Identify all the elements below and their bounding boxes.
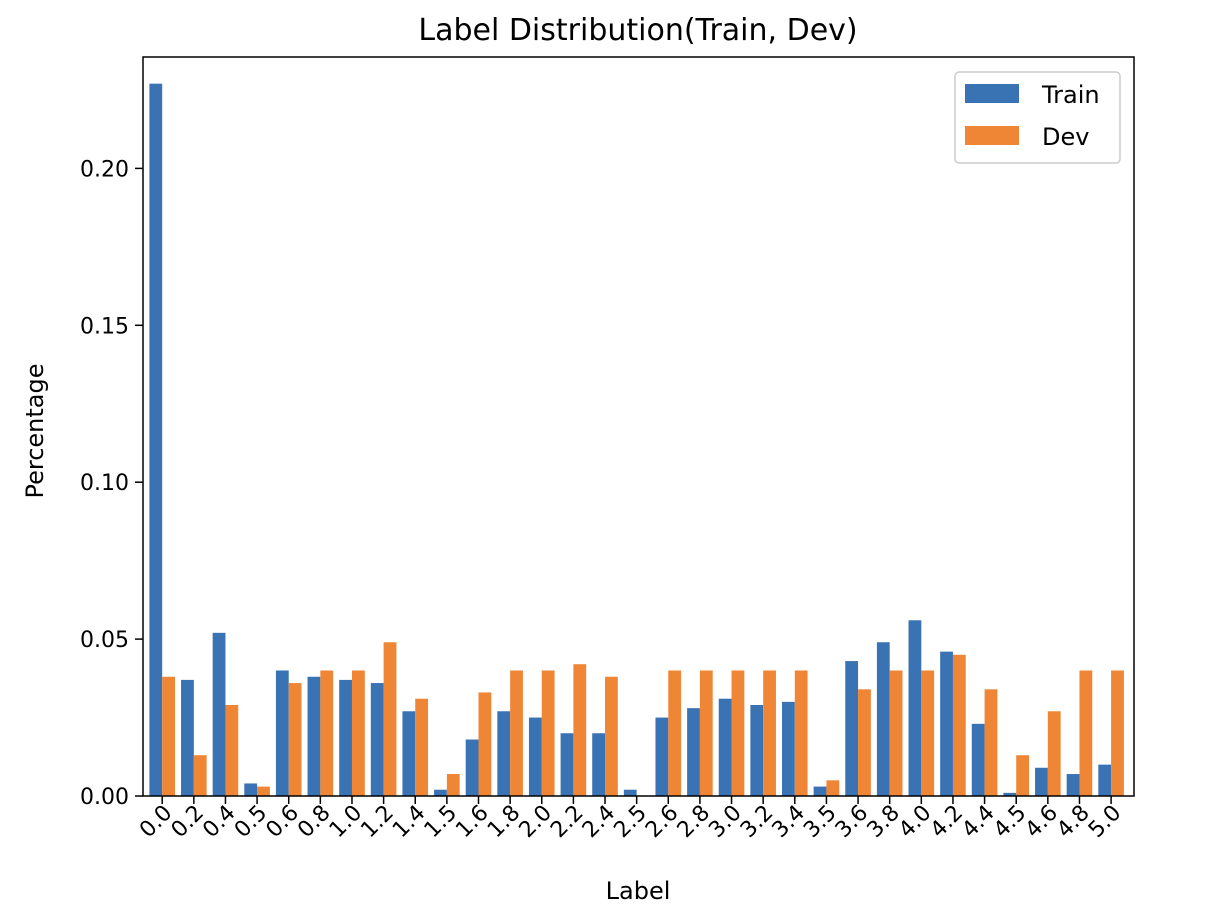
bar-train-2.4: [592, 733, 606, 796]
bar-train-1.8: [497, 711, 511, 796]
bar-dev-2.0: [541, 670, 555, 796]
bar-train-3.5: [813, 786, 827, 796]
bar-dev-2.6: [668, 670, 682, 796]
bar-train-4.8: [1066, 774, 1080, 796]
bar-dev-3.8: [889, 670, 903, 796]
bar-dev-0.5: [257, 786, 270, 796]
bar-dev-1.2: [383, 642, 397, 796]
bar-train-1.6: [465, 739, 479, 796]
y-tick-label: 0.05: [80, 628, 129, 653]
bar-dev-2.4: [605, 676, 618, 796]
bar-dev-0.0: [162, 676, 175, 796]
y-tick-label: 0.20: [80, 157, 129, 182]
x-tick-label: 5.0: [1084, 801, 1126, 843]
bar-train-0.4: [212, 632, 226, 796]
bar-train-0.6: [275, 670, 289, 796]
bar-dev-4.5: [1016, 755, 1030, 796]
bar-train-4.0: [908, 620, 922, 796]
y-tick-label: 0.15: [80, 314, 129, 339]
bar-train-0.0: [149, 83, 163, 797]
bar-train-1.4: [402, 711, 416, 796]
legend-label-dev: Dev: [1042, 123, 1089, 151]
bar-dev-2.8: [699, 670, 713, 796]
bar-train-0.8: [307, 676, 321, 796]
chart-title: Label Distribution(Train, Dev): [418, 13, 857, 48]
legend-swatch-train: [965, 84, 1019, 103]
bar-dev-1.0: [351, 670, 365, 796]
bar-dev-4.8: [1079, 670, 1093, 796]
bar-train-2.2: [560, 733, 574, 796]
bar-dev-3.5: [826, 780, 840, 796]
bar-train-2.8: [687, 708, 700, 796]
bar-train-2.5: [623, 789, 637, 796]
bar-dev-1.6: [478, 692, 492, 796]
bar-dev-1.5: [446, 774, 460, 796]
bar-train-1.0: [339, 679, 352, 796]
bar-dev-1.4: [415, 698, 429, 796]
bar-dev-3.0: [731, 670, 745, 796]
y-tick-label: 0.10: [80, 471, 129, 496]
bar-train-3.8: [876, 642, 890, 796]
bar-train-0.2: [181, 679, 194, 796]
bar-train-3.4: [782, 701, 795, 796]
bar-train-0.5: [244, 783, 258, 796]
bar-dev-4.0: [921, 670, 935, 796]
bar-train-3.0: [718, 698, 732, 796]
bar-dev-3.4: [794, 670, 808, 796]
bar-dev-0.6: [288, 683, 302, 796]
bar-train-4.5: [1003, 792, 1017, 796]
y-axis: 0.00 0.05 0.10 0.15 0.20: [80, 157, 143, 810]
bar-train-4.2: [940, 651, 953, 796]
bar-dev-0.2: [193, 755, 207, 796]
bar-dev-4.2: [952, 654, 966, 796]
bar-dev-1.8: [510, 670, 523, 796]
bar-dev-3.2: [763, 670, 776, 796]
bar-train-5.0: [1098, 764, 1112, 796]
x-axis: 0.00.20.40.50.60.81.01.21.41.51.61.82.02…: [135, 796, 1126, 843]
bars-group: [149, 83, 1124, 797]
bar-train-3.2: [750, 705, 764, 796]
bar-train-4.6: [1035, 767, 1048, 796]
legend-swatch-dev: [965, 126, 1019, 145]
bar-dev-0.8: [320, 670, 334, 796]
legend: Train Dev: [954, 71, 1121, 164]
bar-dev-3.6: [858, 689, 871, 796]
bar-dev-0.4: [225, 705, 239, 796]
bar-train-1.2: [370, 683, 384, 796]
legend-label-train: Train: [1041, 81, 1100, 109]
bar-dev-5.0: [1111, 670, 1124, 796]
bar-train-3.6: [845, 661, 859, 796]
bar-train-2.0: [528, 717, 542, 796]
bar-dev-4.6: [1047, 711, 1061, 796]
bar-dev-4.4: [984, 689, 998, 796]
x-axis-label: Label: [606, 877, 671, 905]
bar-train-1.5: [434, 789, 447, 796]
plot-frame: [142, 56, 1135, 797]
bar-train-2.6: [655, 717, 669, 796]
y-tick-label: 0.00: [80, 785, 129, 810]
bar-dev-2.2: [573, 664, 587, 796]
y-axis-label: Percentage: [21, 363, 49, 498]
bar-train-4.4: [971, 723, 985, 796]
